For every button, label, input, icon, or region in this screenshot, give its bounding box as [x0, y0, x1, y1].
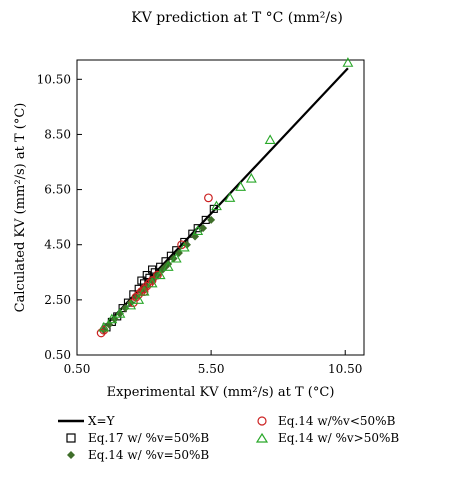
- data-point-triangle: [235, 181, 247, 191]
- data-point-circle: [134, 289, 144, 299]
- x-tick-label: 5.50: [198, 362, 225, 376]
- y-tick-label: 4.50: [44, 238, 71, 252]
- data-point-triangle: [146, 277, 158, 288]
- data-point-diamond: [207, 215, 216, 224]
- y-axis: 0.50 2.50 4.50 6.50 8.50 10.50: [37, 72, 82, 362]
- data-point-triangle: [342, 57, 354, 67]
- data-point-triangle: [133, 294, 145, 304]
- y-axis-label: Calculated KV (mm²/s) at T (°C): [13, 103, 28, 313]
- legend-label-eq14-50: Eq.14 w/ %v=50%B: [88, 448, 209, 462]
- y-tick-label: 0.50: [44, 348, 71, 362]
- data-points: [96, 57, 354, 338]
- data-point-triangle: [98, 321, 110, 332]
- legend-item-xy: X=Y: [58, 414, 116, 428]
- y-tick-label: 8.50: [44, 127, 71, 141]
- x-axis-label: Experimental KV (mm²/s) at T (°C): [107, 385, 335, 400]
- legend: X=Y Eq.17 w/ %v=50%B Eq.14 w/ %v=50%B Eq…: [58, 414, 399, 462]
- legend-label-eq14-gt: Eq.14 w/ %v>50%B: [278, 431, 399, 445]
- data-point-circle: [204, 193, 213, 203]
- legend-triangle-icon: [255, 432, 269, 443]
- legend-item-eq14-lt: Eq.14 w/%v<50%B: [257, 414, 396, 428]
- legend-item-eq14-gt: Eq.14 w/ %v>50%B: [255, 431, 399, 445]
- data-point-circle: [142, 281, 152, 291]
- series-3: [98, 57, 354, 332]
- data-point-square: [148, 265, 157, 274]
- legend-square-icon: [66, 433, 76, 443]
- x-tick-label: 0.50: [64, 362, 91, 376]
- data-point-triangle: [154, 269, 166, 280]
- data-point-square: [137, 276, 146, 285]
- legend-circle-icon: [257, 416, 267, 426]
- data-point-square: [142, 270, 151, 280]
- legend-label-xy: X=Y: [88, 414, 116, 428]
- data-point-triangle: [170, 252, 182, 263]
- data-point-triangle: [162, 261, 174, 271]
- data-point-triangle: [211, 200, 222, 211]
- data-point-triangle: [224, 192, 236, 202]
- y-tick-label: 6.50: [44, 183, 71, 197]
- data-point-triangle: [106, 313, 118, 324]
- legend-label-eq17: Eq.17 w/ %v=50%B: [88, 431, 209, 445]
- data-point-triangle: [264, 134, 276, 145]
- legend-diamond-icon: [67, 451, 75, 459]
- data-point-circle: [96, 328, 106, 338]
- data-point-circle: [147, 276, 157, 285]
- legend-label-eq14-lt: Eq.14 w/%v<50%B: [278, 414, 396, 428]
- x-axis: 0.50 5.50 10.50: [64, 350, 362, 376]
- data-point-triangle: [178, 241, 190, 252]
- y-tick-label: 2.50: [44, 293, 71, 307]
- x-tick-label: 10.50: [328, 362, 362, 376]
- legend-item-eq17: Eq.17 w/ %v=50%B: [66, 431, 209, 445]
- data-point-triangle: [138, 285, 150, 296]
- plot-frame: [76, 59, 365, 356]
- y-tick-label: 10.50: [37, 72, 71, 86]
- data-point-circle: [139, 284, 149, 294]
- data-point-diamond: [199, 224, 208, 233]
- data-point-triangle: [245, 172, 257, 183]
- data-point-diamond: [121, 304, 130, 313]
- chart-title: KV prediction at T °C (mm²/s): [131, 10, 343, 26]
- data-point-triangle: [125, 299, 137, 310]
- legend-item-eq14-50: Eq.14 w/ %v=50%B: [67, 448, 209, 462]
- data-point-triangle: [114, 308, 126, 318]
- data-point-triangle: [192, 225, 204, 235]
